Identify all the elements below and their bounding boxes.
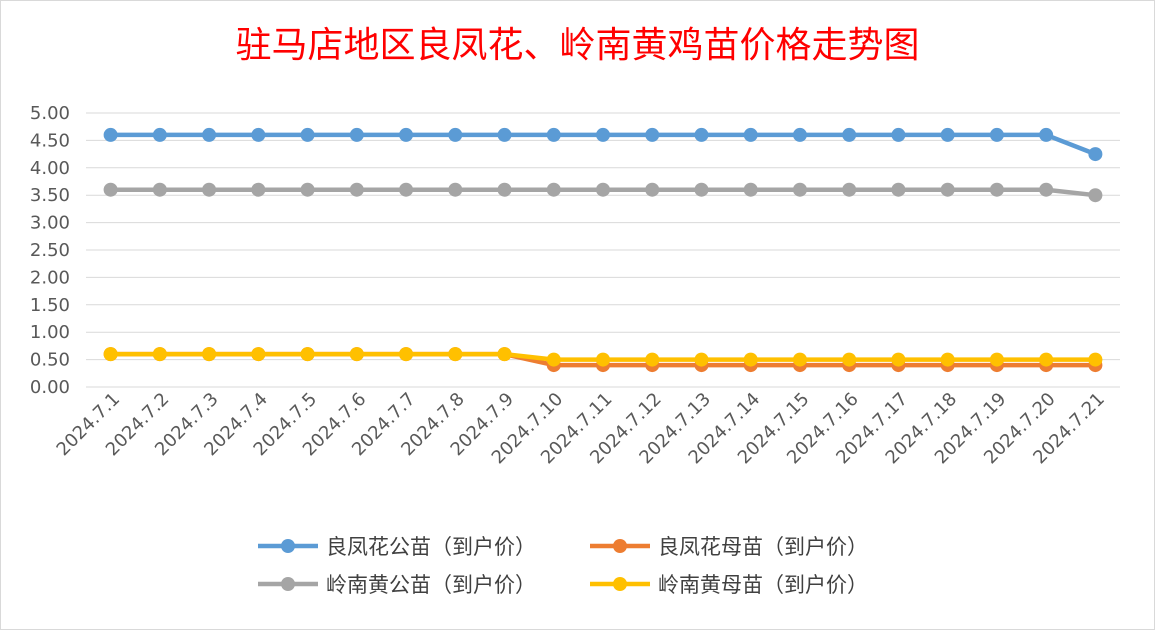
data-point (349, 127, 364, 142)
data-point (103, 127, 118, 142)
data-point (1039, 352, 1054, 367)
data-point (989, 127, 1004, 142)
legend-marker (281, 577, 295, 591)
data-point (300, 182, 315, 197)
legend-label: 良凤花公苗（到户价） (326, 535, 536, 559)
data-point (202, 182, 217, 197)
data-point (399, 127, 414, 142)
y-tick-label: 4.50 (30, 130, 70, 151)
data-point (497, 182, 512, 197)
data-point (497, 127, 512, 142)
data-point (645, 127, 660, 142)
data-point (152, 182, 167, 197)
data-point (842, 182, 857, 197)
data-point (743, 182, 758, 197)
y-tick-label: 4.00 (30, 158, 70, 179)
data-point (448, 347, 463, 362)
series-4 (103, 347, 1103, 367)
data-point (1088, 188, 1103, 203)
data-point (202, 347, 217, 362)
data-point (1088, 147, 1103, 162)
data-point (891, 352, 906, 367)
legend-item: 良凤花母苗（到户价） (590, 535, 868, 559)
data-point (546, 127, 561, 142)
data-point (940, 352, 955, 367)
data-point (202, 127, 217, 142)
y-tick-label: 3.50 (30, 185, 70, 206)
data-point (842, 352, 857, 367)
data-point (300, 347, 315, 362)
data-point (743, 127, 758, 142)
data-point (792, 182, 807, 197)
y-tick-label: 2.00 (30, 267, 70, 288)
y-tick-label: 2.50 (30, 240, 70, 261)
data-point (1039, 182, 1054, 197)
data-point (891, 127, 906, 142)
data-point (645, 352, 660, 367)
data-point (694, 352, 709, 367)
data-point (891, 182, 906, 197)
data-point (743, 352, 758, 367)
data-point (940, 127, 955, 142)
data-point (645, 182, 660, 197)
data-point (251, 127, 266, 142)
data-point (152, 347, 167, 362)
y-tick-label: 0.50 (30, 350, 70, 371)
series-1 (103, 127, 1103, 162)
data-point (1039, 127, 1054, 142)
data-point (448, 127, 463, 142)
data-point (694, 127, 709, 142)
data-point (842, 127, 857, 142)
legend-marker (281, 539, 295, 553)
data-point (596, 352, 610, 367)
data-point (596, 127, 610, 142)
data-point (399, 182, 414, 197)
data-point (989, 182, 1004, 197)
data-point (251, 347, 266, 362)
data-point (103, 182, 118, 197)
legend-item: 岭南黄公苗（到户价） (258, 573, 536, 597)
y-tick-label: 3.00 (30, 213, 70, 234)
data-point (497, 347, 512, 362)
chart-title: 驻马店地区良凤花、岭南黄鸡苗价格走势图 (235, 25, 920, 66)
data-point (103, 347, 118, 362)
y-tick-label: 5.00 (30, 103, 70, 124)
data-point (546, 352, 561, 367)
data-point (792, 127, 807, 142)
data-point (152, 127, 167, 142)
y-tick-label: 1.00 (30, 322, 70, 343)
y-tick-label: 1.50 (30, 295, 70, 316)
data-point (448, 182, 463, 197)
legend-marker (613, 539, 627, 553)
y-tick-label: 0.00 (30, 377, 70, 398)
data-point (1088, 352, 1103, 367)
legend-item: 岭南黄母苗（到户价） (590, 573, 868, 597)
data-point (989, 352, 1004, 367)
legend-label: 良凤花母苗（到户价） (658, 535, 868, 559)
data-point (300, 127, 315, 142)
data-point (349, 182, 364, 197)
legend-item: 良凤花公苗（到户价） (258, 535, 536, 559)
data-point (546, 182, 561, 197)
legend-label: 岭南黄公苗（到户价） (326, 573, 536, 597)
gridlines (86, 112, 1120, 388)
data-point (349, 347, 364, 362)
data-point (399, 347, 414, 362)
series-3 (103, 182, 1103, 203)
data-point (694, 182, 709, 197)
data-point (940, 182, 955, 197)
legend-marker (613, 577, 627, 591)
data-point (792, 352, 807, 367)
data-point (596, 182, 610, 197)
legend-label: 岭南黄母苗（到户价） (658, 573, 868, 597)
data-point (251, 182, 266, 197)
